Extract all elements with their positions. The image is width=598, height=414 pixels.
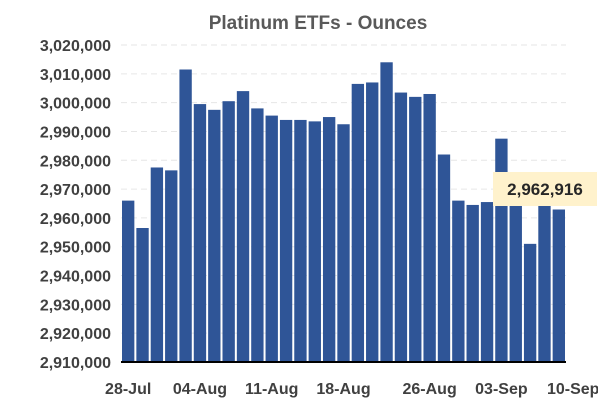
bar	[150, 167, 164, 362]
y-tick-label: 3,020,000	[40, 38, 111, 55]
y-tick-label: 2,920,000	[40, 326, 111, 343]
bar	[265, 115, 278, 362]
y-tick-label: 2,960,000	[40, 211, 111, 228]
bar	[179, 69, 192, 362]
bar	[193, 104, 207, 362]
bar	[165, 170, 178, 362]
x-axis-ticks: 28-Jul 04-Aug 11-Aug 18-Aug 26-Aug 03-Sep 10-S…	[105, 381, 598, 398]
y-axis-ticks: 2,910,000 2,920,000 2,930,000 2,940,000 2,95…	[40, 38, 111, 372]
y-tick-label: 2,910,000	[40, 355, 111, 372]
bar	[236, 91, 250, 363]
bar	[337, 124, 350, 362]
x-tick-label: 10-Sep	[547, 381, 598, 398]
x-tick-label: 03-Sep	[475, 381, 528, 398]
y-tick-label: 3,000,000	[40, 96, 111, 113]
y-tick-label: 2,990,000	[40, 124, 111, 141]
bar	[466, 204, 479, 362]
bar	[251, 108, 264, 363]
bar	[480, 202, 494, 362]
bar	[136, 228, 149, 362]
bar	[538, 200, 551, 362]
x-tick-label: 04-Aug	[173, 381, 227, 398]
bar	[437, 154, 451, 362]
bar	[366, 82, 379, 363]
callout-box	[493, 172, 597, 206]
bar	[423, 93, 436, 363]
bar	[409, 96, 422, 363]
y-tick-label: 3,010,000	[40, 67, 111, 84]
callout-label: 2,962,916	[507, 180, 583, 199]
bar	[452, 200, 465, 362]
bar	[322, 117, 336, 362]
y-tick-label: 2,970,000	[40, 182, 111, 199]
x-tick-label: 26-Aug	[403, 381, 457, 398]
x-tick-label: 18-Aug	[316, 381, 370, 398]
y-tick-label: 2,980,000	[40, 153, 111, 170]
value-callout: 2,962,916	[493, 172, 597, 206]
chart-title: Platinum ETFs - Ounces	[209, 13, 428, 34]
x-tick-label: 28-Jul	[105, 381, 151, 398]
bar	[122, 200, 135, 362]
x-tick-label: 11-Aug	[245, 381, 298, 398]
bar	[380, 62, 393, 362]
bar	[394, 92, 408, 363]
bar	[351, 83, 365, 363]
y-tick-label: 2,930,000	[40, 297, 111, 314]
bar	[208, 109, 221, 362]
bar	[222, 101, 235, 362]
bar	[308, 121, 321, 363]
y-tick-label: 2,950,000	[40, 240, 111, 257]
bar	[509, 202, 522, 362]
bar	[279, 119, 293, 363]
bar	[294, 119, 307, 363]
bars	[122, 62, 565, 363]
y-tick-label: 2,940,000	[40, 269, 111, 286]
bar	[523, 243, 537, 362]
bar	[552, 209, 565, 362]
